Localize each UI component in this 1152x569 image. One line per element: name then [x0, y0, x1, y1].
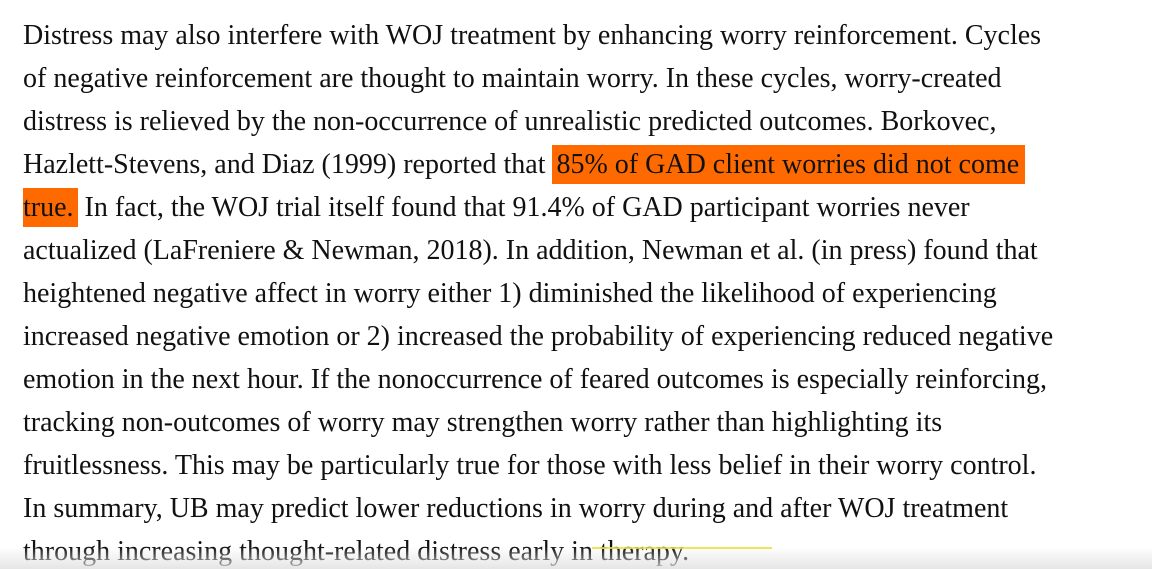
text-line-11: fruitlessness. This may be particularly … [23, 450, 1037, 481]
text-line-4-plain: Hazlett-Stevens, and Diaz (1999) reporte… [23, 149, 553, 180]
annotation-underline [592, 547, 772, 549]
text-line-12: In summary, UB may predict lower reducti… [23, 493, 1009, 524]
text-line-5: true. In fact, the WOJ trial itself foun… [23, 186, 1053, 229]
text-line-6: actualized (LaFreniere & Newman, 2018). … [23, 235, 1038, 266]
text-line-7: heightened negative affect in worry eith… [23, 278, 997, 309]
highlighted-text-part-1: 85% of GAD client worries did not come [552, 145, 1026, 184]
text-line-9: emotion in the next hour. If the nonoccu… [23, 364, 1047, 395]
text-line-13: through increasing thought-related distr… [23, 536, 690, 567]
paragraph: Distress may also interfere with WOJ tre… [23, 14, 1053, 569]
text-line-5-plain: In fact, the WOJ trial itself found that… [77, 192, 970, 223]
text-line-3: distress is relieved by the non-occurren… [23, 106, 997, 137]
highlighted-text-part-2: true. [23, 188, 78, 227]
text-line-8: increased negative emotion or 2) increas… [23, 321, 1054, 352]
text-line-10: tracking non-outcomes of worry may stren… [23, 407, 943, 438]
text-line-1: Distress may also interfere with WOJ tre… [23, 20, 1042, 51]
text-line-2: of negative reinforcement are thought to… [23, 63, 1002, 94]
text-line-4: Hazlett-Stevens, and Diaz (1999) reporte… [23, 143, 1053, 186]
